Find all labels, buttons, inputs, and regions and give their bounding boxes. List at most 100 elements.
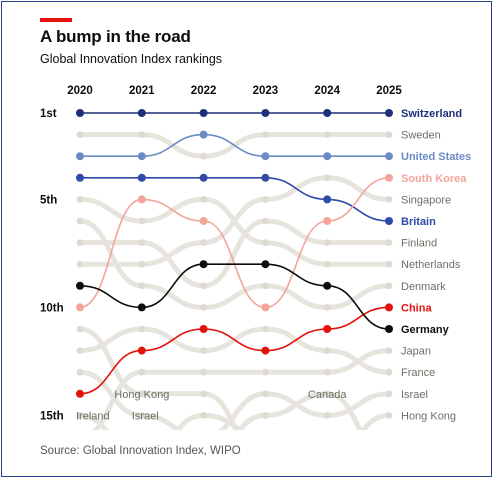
background-lines	[77, 132, 392, 430]
series-point-china	[137, 346, 146, 355]
series-point-britain	[323, 195, 332, 204]
series-point-germany	[323, 281, 332, 290]
background-point	[262, 325, 269, 333]
country-label-britain: Britain	[401, 216, 436, 228]
inline-label-canada: Canada	[308, 389, 347, 401]
series-point-china	[199, 325, 208, 333]
series-point-germany	[76, 281, 84, 290]
background-point	[385, 282, 393, 290]
background-point	[262, 434, 269, 441]
year-label: 2025	[376, 85, 402, 97]
background-point	[76, 412, 84, 419]
background-point	[323, 347, 331, 354]
background-point	[385, 260, 393, 268]
background-line-denmark	[77, 218, 392, 310]
series-line-united-states	[79, 133, 390, 157]
chart-title: A bump in the road	[40, 27, 191, 46]
country-label-netherlands: Netherlands	[401, 259, 461, 271]
country-label-israel: Israel	[401, 389, 428, 401]
background-line-japan	[91, 348, 392, 430]
year-label: 2022	[191, 85, 217, 97]
series-point-switzerland	[199, 109, 208, 117]
series-point-switzerland	[76, 109, 84, 117]
background-point	[138, 131, 146, 139]
background-point	[385, 239, 393, 247]
background-point	[76, 325, 84, 333]
background-line-ireland	[77, 412, 246, 430]
background-point	[76, 196, 84, 203]
series-point-south-korea	[137, 195, 146, 204]
background-point	[138, 325, 146, 333]
series-point-united-states	[261, 152, 270, 161]
background-point	[200, 347, 208, 354]
year-label: 2020	[67, 85, 93, 97]
year-label: 2024	[314, 85, 340, 97]
country-label-south-korea: South Korea	[401, 173, 467, 185]
axis-labels: 2020 2021 2022 2023 2024 2025 1st 5th 10th 15th Sw…	[40, 85, 471, 422]
rank-tick-label: 10th	[40, 302, 64, 314]
year-label: 2021	[129, 85, 155, 97]
background-point	[77, 434, 84, 441]
background-dots	[76, 131, 393, 441]
background-point	[200, 390, 208, 398]
inline-label-israel: Israel	[132, 410, 159, 422]
background-point	[200, 196, 208, 203]
background-point	[323, 304, 331, 311]
series-point-britain	[76, 173, 84, 182]
series-point-south-korea	[261, 303, 270, 312]
country-label-china: China	[401, 302, 432, 314]
background-point	[323, 260, 331, 268]
background-point	[138, 260, 146, 268]
rank-tick-label: 1st	[40, 108, 57, 120]
series-point-south-korea	[323, 217, 332, 225]
background-point	[76, 368, 84, 376]
background-point	[262, 412, 269, 419]
background-point	[200, 239, 208, 247]
inline-label-ireland: Ireland	[76, 410, 110, 422]
background-point	[200, 152, 208, 160]
background-point	[323, 239, 331, 247]
background-point	[262, 282, 269, 290]
series-point-south-korea	[385, 173, 393, 182]
background-point	[385, 390, 393, 398]
rank-tick-label: 15th	[40, 410, 64, 422]
series-point-switzerland	[261, 109, 270, 117]
background-point	[76, 217, 84, 225]
country-label-singapore: Singapore	[401, 194, 451, 206]
series-point-switzerland	[137, 109, 146, 117]
background-point	[385, 131, 393, 139]
series-point-britain	[199, 173, 208, 182]
background-point	[385, 412, 393, 419]
series-point-south-korea	[76, 303, 84, 312]
country-label-switzerland: Switzerland	[401, 108, 462, 120]
background-point	[262, 217, 269, 225]
background-point	[200, 412, 208, 419]
series-point-china	[323, 325, 332, 333]
country-label-germany: Germany	[401, 324, 450, 336]
background-point	[323, 412, 331, 419]
background-line-france	[77, 326, 392, 375]
country-label-sweden: Sweden	[401, 130, 441, 142]
background-point	[262, 390, 269, 398]
background-point	[200, 434, 207, 441]
background-point	[323, 368, 331, 376]
series-point-switzerland	[385, 109, 393, 117]
year-label: 2023	[253, 85, 279, 97]
series-point-china	[76, 389, 84, 398]
background-point	[262, 131, 269, 139]
country-label-japan: Japan	[401, 346, 431, 358]
background-point	[262, 196, 269, 203]
series-point-switzerland	[323, 109, 332, 117]
country-label-hong-kong: Hong Kong	[401, 410, 456, 422]
series-point-china	[385, 303, 393, 312]
series-line-britain	[79, 177, 390, 222]
series-point-china	[261, 346, 270, 355]
background-point	[76, 131, 84, 139]
series-point-united-states	[137, 152, 146, 161]
series-point-britain	[137, 173, 146, 182]
background-point	[200, 304, 208, 311]
background-point	[385, 368, 393, 376]
background-point	[76, 239, 84, 247]
